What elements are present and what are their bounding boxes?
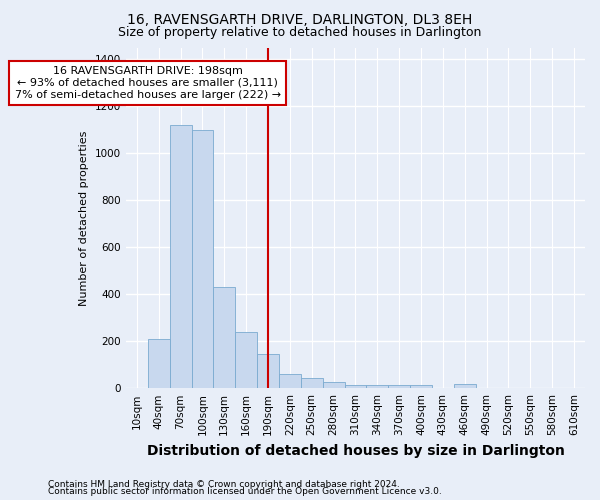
Text: Contains HM Land Registry data © Crown copyright and database right 2024.: Contains HM Land Registry data © Crown c…: [48, 480, 400, 489]
Text: Contains public sector information licensed under the Open Government Licence v3: Contains public sector information licen…: [48, 487, 442, 496]
Bar: [410, 386, 432, 388]
Bar: [214, 287, 235, 388]
Bar: [257, 354, 279, 388]
Bar: [170, 125, 191, 388]
Text: 16 RAVENSGARTH DRIVE: 198sqm
← 93% of detached houses are smaller (3,111)
7% of : 16 RAVENSGARTH DRIVE: 198sqm ← 93% of de…: [15, 66, 281, 100]
Bar: [323, 382, 344, 388]
Bar: [148, 339, 170, 388]
X-axis label: Distribution of detached houses by size in Darlington: Distribution of detached houses by size …: [146, 444, 565, 458]
Text: 16, RAVENSGARTH DRIVE, DARLINGTON, DL3 8EH: 16, RAVENSGARTH DRIVE, DARLINGTON, DL3 8…: [127, 12, 473, 26]
Bar: [191, 130, 214, 388]
Bar: [279, 374, 301, 388]
Text: Size of property relative to detached houses in Darlington: Size of property relative to detached ho…: [118, 26, 482, 39]
Bar: [301, 378, 323, 388]
Y-axis label: Number of detached properties: Number of detached properties: [79, 130, 89, 306]
Bar: [344, 385, 367, 388]
Bar: [454, 384, 476, 388]
Bar: [388, 386, 410, 388]
Bar: [235, 332, 257, 388]
Bar: [367, 386, 388, 388]
